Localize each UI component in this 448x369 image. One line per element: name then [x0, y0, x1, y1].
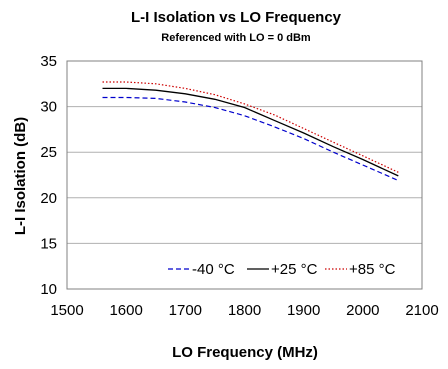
y-axis-label: L-I Isolation (dB)	[12, 117, 29, 235]
legend: -40 °C +25 °C +85 °C	[168, 261, 396, 278]
legend-label-minus40c: -40 °C	[192, 261, 235, 278]
legend-label-plus85c: +85 °C	[349, 261, 396, 278]
legend-label-plus25c: +25 °C	[271, 261, 318, 278]
grid-lines	[67, 60, 422, 290]
y-tick-label: 20	[40, 190, 57, 207]
y-tick-label: 25	[40, 144, 57, 161]
series-line-plus85c	[102, 81, 399, 173]
plot-area	[66, 60, 423, 290]
x-tick-label: 2000	[346, 302, 379, 319]
chart-subtitle: Referenced with LO = 0 dBm	[161, 32, 311, 44]
x-tick-label: 1900	[287, 302, 320, 319]
y-tick-label: 30	[40, 99, 57, 116]
x-tick-labels: 1500 1600 1700 1800 1900 2000 2100	[50, 302, 438, 319]
y-tick-labels: 10 15 20 25 30 35	[40, 53, 57, 298]
series-line-minus40c	[102, 96, 399, 182]
chart-title: L-I Isolation vs LO Frequency	[131, 9, 342, 26]
x-tick-label: 1800	[228, 302, 261, 319]
series-group	[102, 81, 399, 182]
y-tick-label: 15	[40, 235, 57, 252]
series-line-plus25c	[102, 87, 399, 177]
x-tick-label: 1600	[109, 302, 142, 319]
x-tick-label: 2100	[405, 302, 438, 319]
y-tick-label: 35	[40, 53, 57, 70]
x-axis-label: LO Frequency (MHz)	[172, 344, 318, 361]
x-tick-label: 1700	[169, 302, 202, 319]
y-tick-label: 10	[40, 281, 57, 298]
x-tick-label: 1500	[50, 302, 83, 319]
